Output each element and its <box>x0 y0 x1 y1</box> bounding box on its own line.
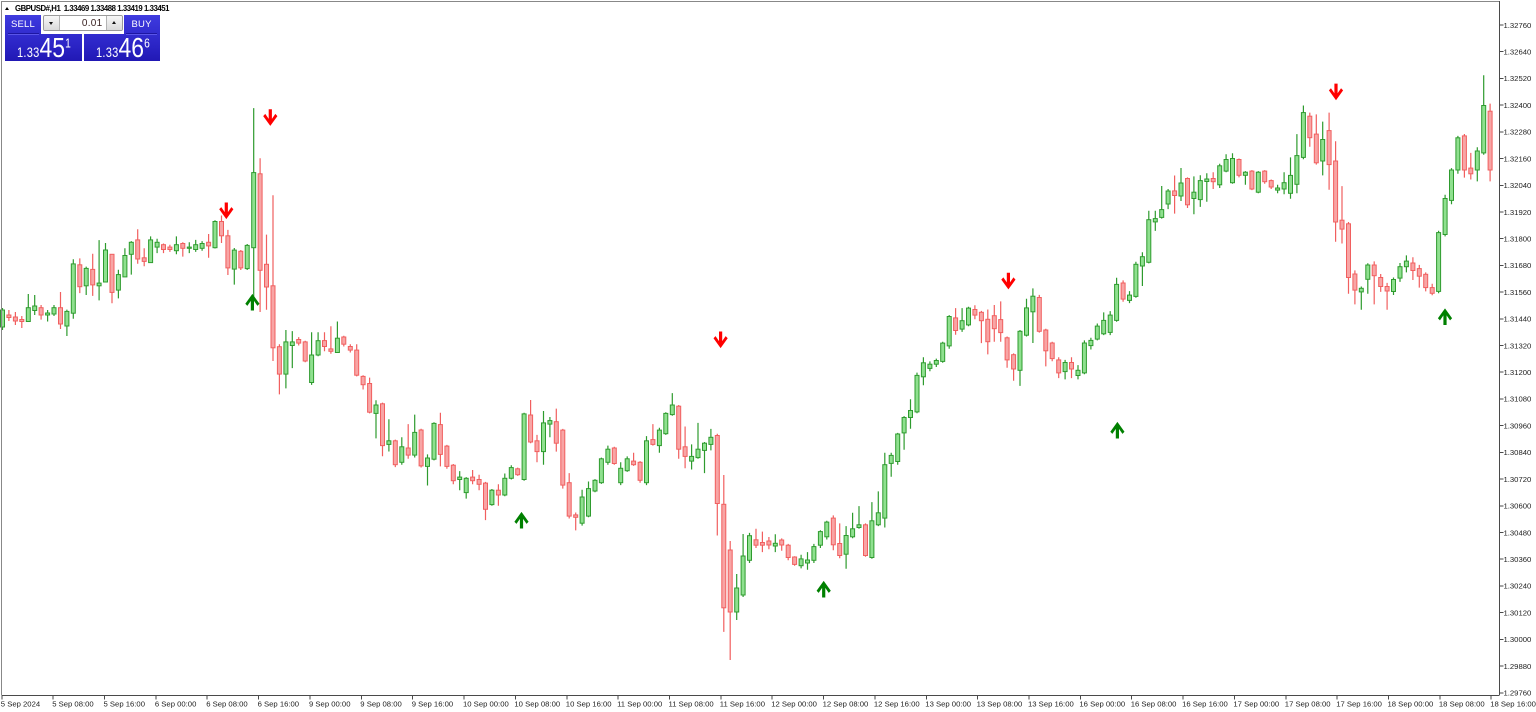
svg-text:1.31800: 1.31800 <box>1504 235 1532 244</box>
svg-text:18 Sep 16:00: 18 Sep 16:00 <box>1490 700 1536 709</box>
svg-text:16 Sep 08:00: 16 Sep 08:00 <box>1131 700 1177 709</box>
svg-text:10 Sep 00:00: 10 Sep 00:00 <box>463 700 509 709</box>
svg-text:1.30960: 1.30960 <box>1504 422 1532 431</box>
svg-text:1.32040: 1.32040 <box>1504 181 1532 190</box>
svg-text:1.30720: 1.30720 <box>1504 475 1532 484</box>
svg-text:1.31080: 1.31080 <box>1504 395 1532 404</box>
svg-text:16 Sep 00:00: 16 Sep 00:00 <box>1079 700 1125 709</box>
svg-text:12 Sep 16:00: 12 Sep 16:00 <box>874 700 920 709</box>
svg-text:11 Sep 00:00: 11 Sep 00:00 <box>617 700 662 709</box>
svg-text:6 Sep 00:00: 6 Sep 00:00 <box>155 700 196 709</box>
svg-text:1.32160: 1.32160 <box>1504 154 1532 163</box>
svg-text:1.32760: 1.32760 <box>1504 21 1532 30</box>
svg-text:13 Sep 16:00: 13 Sep 16:00 <box>1028 700 1074 709</box>
svg-text:5 Sep 16:00: 5 Sep 16:00 <box>104 700 145 709</box>
svg-text:10 Sep 08:00: 10 Sep 08:00 <box>514 700 560 709</box>
svg-text:1.30240: 1.30240 <box>1504 582 1532 591</box>
svg-text:9 Sep 16:00: 9 Sep 16:00 <box>412 700 453 709</box>
svg-text:12 Sep 08:00: 12 Sep 08:00 <box>823 700 869 709</box>
svg-text:1.31200: 1.31200 <box>1504 368 1532 377</box>
svg-text:1.30120: 1.30120 <box>1504 608 1532 617</box>
svg-text:1.31560: 1.31560 <box>1504 288 1532 297</box>
svg-text:5 Sep 2024: 5 Sep 2024 <box>1 700 41 709</box>
svg-text:1.30840: 1.30840 <box>1504 448 1532 457</box>
svg-text:5 Sep 08:00: 5 Sep 08:00 <box>52 700 93 709</box>
svg-text:1.30360: 1.30360 <box>1504 555 1532 564</box>
svg-text:1.32400: 1.32400 <box>1504 101 1532 110</box>
svg-text:1.29760: 1.29760 <box>1504 689 1532 698</box>
svg-text:1.31680: 1.31680 <box>1504 261 1532 270</box>
svg-text:9 Sep 00:00: 9 Sep 00:00 <box>309 700 350 709</box>
svg-text:1.32280: 1.32280 <box>1504 128 1532 137</box>
svg-text:1.32640: 1.32640 <box>1504 48 1532 57</box>
svg-text:18 Sep 08:00: 18 Sep 08:00 <box>1439 700 1485 709</box>
svg-text:17 Sep 08:00: 17 Sep 08:00 <box>1285 700 1331 709</box>
svg-text:9 Sep 08:00: 9 Sep 08:00 <box>360 700 401 709</box>
svg-text:1.30000: 1.30000 <box>1504 635 1532 644</box>
svg-text:1.29880: 1.29880 <box>1504 662 1532 671</box>
svg-text:13 Sep 08:00: 13 Sep 08:00 <box>977 700 1023 709</box>
svg-text:16 Sep 16:00: 16 Sep 16:00 <box>1182 700 1228 709</box>
svg-text:10 Sep 16:00: 10 Sep 16:00 <box>566 700 612 709</box>
svg-text:1.32520: 1.32520 <box>1504 74 1532 83</box>
svg-text:18 Sep 00:00: 18 Sep 00:00 <box>1388 700 1434 709</box>
svg-text:13 Sep 00:00: 13 Sep 00:00 <box>925 700 971 709</box>
svg-text:1.31440: 1.31440 <box>1504 315 1532 324</box>
svg-text:1.31320: 1.31320 <box>1504 341 1532 350</box>
svg-text:17 Sep 00:00: 17 Sep 00:00 <box>1233 700 1279 709</box>
svg-text:11 Sep 08:00: 11 Sep 08:00 <box>669 700 714 709</box>
svg-text:1.30600: 1.30600 <box>1504 502 1532 511</box>
svg-text:1.31920: 1.31920 <box>1504 208 1532 217</box>
svg-text:1.30480: 1.30480 <box>1504 528 1532 537</box>
svg-text:17 Sep 16:00: 17 Sep 16:00 <box>1336 700 1382 709</box>
svg-text:11 Sep 16:00: 11 Sep 16:00 <box>720 700 765 709</box>
svg-text:12 Sep 00:00: 12 Sep 00:00 <box>771 700 817 709</box>
svg-text:6 Sep 08:00: 6 Sep 08:00 <box>206 700 247 709</box>
svg-text:6 Sep 16:00: 6 Sep 16:00 <box>258 700 299 709</box>
